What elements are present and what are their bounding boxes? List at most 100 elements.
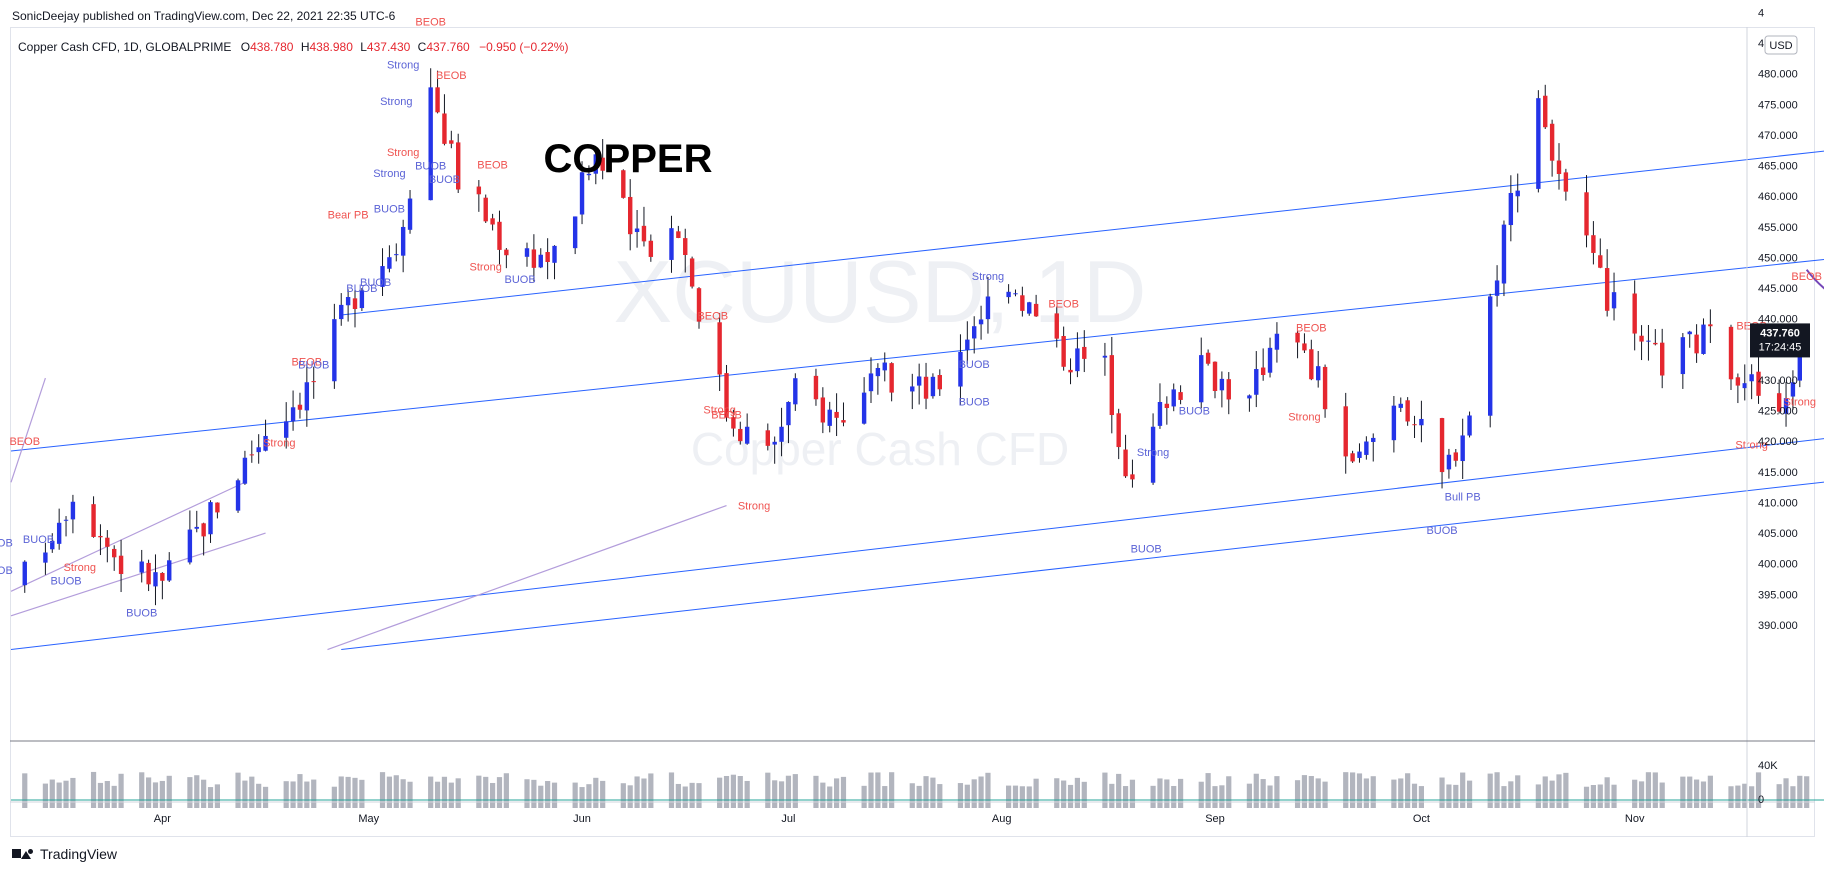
candle[interactable]	[834, 393, 839, 437]
candle[interactable]	[43, 542, 48, 575]
candle[interactable]	[1584, 175, 1589, 248]
candle[interactable]	[435, 70, 440, 114]
candle[interactable]	[139, 549, 144, 583]
candle[interactable]	[105, 530, 110, 563]
candle[interactable]	[332, 303, 337, 389]
candle[interactable]	[1075, 332, 1080, 378]
candle[interactable]	[50, 533, 55, 553]
price-tick[interactable]: 420.000	[1758, 436, 1798, 448]
candle[interactable]	[937, 369, 942, 396]
price-axis-ticks[interactable]: 390.000 395.000 400.000 405.000 410.000 415.0…	[1758, 7, 1798, 632]
candle[interactable]	[1412, 415, 1417, 438]
candle[interactable]	[235, 478, 241, 513]
candle[interactable]	[1343, 392, 1348, 474]
candle[interactable]	[875, 363, 881, 395]
candle[interactable]	[1701, 318, 1706, 355]
candle[interactable]	[1006, 284, 1011, 304]
candle[interactable]	[215, 502, 220, 519]
candle[interactable]	[284, 402, 289, 449]
candle[interactable]	[772, 436, 777, 464]
candle[interactable]	[1536, 90, 1541, 193]
price-chart[interactable]: XCUUSD, 1D Copper Cash CFD BEOBStrongBEO…	[0, 0, 1824, 840]
candle[interactable]	[1460, 418, 1465, 479]
candle[interactable]	[167, 552, 172, 582]
candle[interactable]	[118, 539, 124, 593]
candle[interactable]	[765, 423, 770, 451]
candle[interactable]	[1102, 342, 1108, 376]
candle[interactable]	[242, 450, 248, 485]
candle[interactable]	[676, 225, 681, 239]
candle[interactable]	[882, 352, 887, 382]
price-tick[interactable]: 425.000	[1758, 406, 1798, 418]
candle[interactable]	[1488, 293, 1493, 428]
candle[interactable]	[972, 316, 977, 354]
candle[interactable]	[696, 287, 702, 329]
candle[interactable]	[483, 194, 488, 224]
candle[interactable]	[1508, 175, 1514, 242]
candle[interactable]	[628, 179, 633, 251]
channel-line[interactable]	[341, 6, 1824, 316]
candle[interactable]	[304, 364, 310, 427]
candle[interactable]	[98, 524, 103, 556]
candle[interactable]	[1405, 397, 1410, 426]
candle[interactable]	[1364, 436, 1369, 460]
candle[interactable]	[813, 368, 819, 406]
price-tick[interactable]: 475.000	[1758, 99, 1798, 111]
currency-button[interactable]: USD	[1764, 35, 1798, 55]
candle[interactable]	[1632, 280, 1637, 351]
candle[interactable]	[1219, 371, 1225, 408]
candle[interactable]	[1309, 339, 1314, 381]
candle[interactable]	[1082, 330, 1087, 373]
candle[interactable]	[1371, 433, 1376, 462]
candle[interactable]	[827, 401, 832, 433]
candle[interactable]	[978, 305, 984, 340]
candle[interactable]	[1302, 333, 1307, 354]
candle[interactable]	[1109, 336, 1114, 434]
candle[interactable]	[387, 245, 392, 273]
chart-frame[interactable]	[10, 27, 1815, 837]
candle[interactable]	[889, 362, 894, 402]
candle[interactable]	[1543, 84, 1548, 129]
candle[interactable]	[916, 363, 922, 405]
candle[interactable]	[22, 560, 27, 593]
candle[interactable]	[593, 151, 598, 185]
candle[interactable]	[476, 180, 482, 212]
candle[interactable]	[456, 133, 461, 194]
channel-line[interactable]	[10, 104, 1824, 452]
channel-line[interactable]	[341, 316, 1824, 651]
candle[interactable]	[1611, 272, 1617, 321]
candle[interactable]	[779, 407, 784, 457]
candle[interactable]	[1646, 324, 1651, 361]
price-tick[interactable]: 465.000	[1758, 161, 1798, 173]
candle[interactable]	[552, 245, 557, 280]
candle[interactable]	[359, 288, 365, 312]
candle[interactable]	[249, 440, 254, 463]
candle[interactable]	[345, 289, 351, 322]
candle[interactable]	[63, 516, 69, 537]
time-tick[interactable]: Sep	[1205, 813, 1225, 825]
candle[interactable]	[1694, 324, 1699, 363]
candle[interactable]	[648, 234, 654, 262]
candle[interactable]	[1212, 361, 1218, 399]
candle[interactable]	[1708, 309, 1713, 344]
candle[interactable]	[1639, 325, 1644, 361]
candle[interactable]	[1061, 326, 1066, 371]
candle[interactable]	[744, 413, 750, 445]
candle[interactable]	[490, 213, 495, 231]
candle[interactable]	[683, 228, 688, 273]
candle[interactable]	[1419, 400, 1424, 443]
candle[interactable]	[1171, 383, 1176, 412]
candle[interactable]	[524, 242, 530, 267]
candle[interactable]	[1068, 358, 1073, 385]
candle[interactable]	[194, 510, 199, 533]
price-tick[interactable]: 405.000	[1758, 528, 1798, 540]
candle[interactable]	[1563, 168, 1569, 201]
candle[interactable]	[263, 419, 268, 452]
price-tick[interactable]: 400.000	[1758, 559, 1798, 571]
candle[interactable]	[1316, 351, 1321, 388]
candle[interactable]	[1357, 443, 1362, 463]
candle[interactable]	[724, 364, 729, 422]
candle[interactable]	[1749, 364, 1754, 400]
price-tick[interactable]: 450.000	[1758, 252, 1798, 264]
candle[interactable]	[1604, 249, 1610, 317]
